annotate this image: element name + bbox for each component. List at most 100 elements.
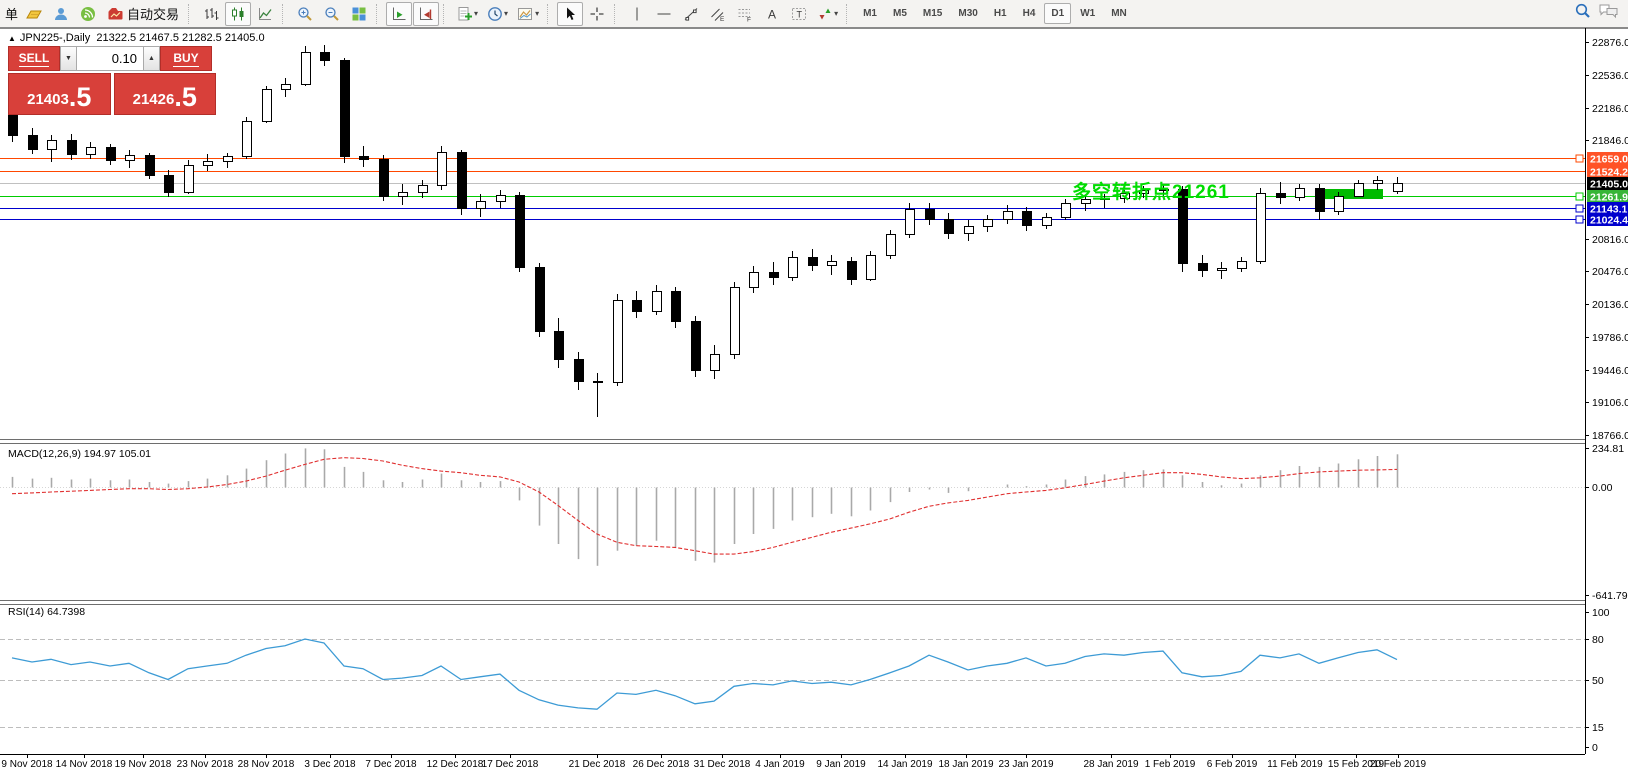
symbol-period-label: JPN225-,Daily — [19, 32, 91, 44]
sell-button[interactable]: SELL — [8, 46, 60, 71]
zoom-out-button[interactable] — [319, 2, 345, 26]
svg-text:100: 100 — [1592, 607, 1610, 619]
zoom-in-icon — [297, 6, 313, 22]
macd-pane-separator[interactable] — [0, 439, 1585, 444]
svg-text:14 Nov 2018: 14 Nov 2018 — [56, 759, 113, 770]
svg-text:-641.79: -641.79 — [1592, 590, 1628, 602]
current-price-line: 21405.0 — [0, 177, 1628, 191]
toolbar-separator — [188, 3, 194, 24]
ohlc-bars-icon — [203, 6, 219, 22]
svg-text:20816.0: 20816.0 — [1592, 234, 1628, 246]
horizontal-level-line[interactable]: 21524.2 — [0, 165, 1628, 179]
signals-button[interactable] — [75, 2, 101, 26]
timeframe-mn-button[interactable]: MN — [1111, 8, 1127, 19]
add-indicator-icon — [457, 6, 473, 22]
autotrading-button[interactable]: 自动交易 — [102, 2, 184, 26]
buy-price-display[interactable]: 21426 .5 — [113, 73, 216, 115]
line-chart-icon — [257, 6, 273, 22]
pivot-annotation-text: 多空转折点21261 — [1072, 182, 1230, 203]
trendline-icon — [683, 6, 699, 22]
timeframe-m1-button[interactable]: M1 — [863, 8, 877, 19]
bar-chart-button[interactable] — [198, 2, 224, 26]
text-label-icon: T — [791, 6, 807, 22]
timeframe-h1-button[interactable]: H1 — [993, 8, 1007, 19]
svg-text:9 Nov 2018: 9 Nov 2018 — [1, 759, 53, 770]
svg-text:28 Nov 2018: 28 Nov 2018 — [238, 759, 295, 770]
svg-text:14 Jan 2019: 14 Jan 2019 — [877, 759, 932, 770]
rsi-pane: 100 80 50 15 0 — [0, 607, 1610, 754]
tile-windows-button[interactable] — [346, 2, 372, 26]
autotrading-label: 自动交易 — [127, 7, 180, 22]
dropdown-caret-icon: ▾ — [504, 9, 509, 18]
svg-text:15 Feb 2019: 15 Feb 2019 — [1328, 759, 1385, 770]
timeframe-h4-button[interactable]: H4 — [1022, 8, 1036, 19]
svg-text:20476.0: 20476.0 — [1592, 266, 1628, 278]
timeframe-toolbar: M1 M5 M15 M30 H1 H4 D1 W1 MN — [856, 3, 1134, 24]
svg-text:17 Dec 2018: 17 Dec 2018 — [482, 759, 539, 770]
toolbar-separator — [547, 3, 553, 24]
vertical-line-tool-button[interactable] — [624, 2, 650, 26]
horizontal-level-line[interactable]: 21659.0 — [0, 152, 1628, 166]
zoom-in-button[interactable] — [292, 2, 318, 26]
ohlc-values-label: 21322.5 21467.5 21282.5 21405.0 — [96, 32, 265, 44]
dropdown-caret-icon: ▾ — [474, 9, 479, 18]
templates-button[interactable]: ▾ — [513, 2, 543, 26]
svg-text:15: 15 — [1592, 722, 1604, 734]
volume-input[interactable]: 0.10 — [77, 46, 143, 71]
new-order-button[interactable] — [21, 2, 47, 26]
svg-text:12 Dec 2018: 12 Dec 2018 — [427, 759, 484, 770]
volume-decrease-button[interactable]: ▼ — [60, 46, 77, 71]
toolbar-separator — [846, 3, 852, 24]
timeframe-d1-button[interactable]: D1 — [1044, 3, 1072, 24]
chart-shift-button[interactable] — [413, 1, 440, 26]
collapse-marker-icon[interactable]: ▲ — [8, 34, 16, 43]
rsi-indicator-label: RSI(14) 64.7398 — [8, 606, 86, 618]
community-button[interactable] — [48, 2, 74, 26]
indicators-button[interactable]: ▾ — [453, 2, 482, 26]
text-label-tool-button[interactable]: T — [786, 2, 812, 26]
sell-price-display[interactable]: 21403 .5 — [8, 73, 111, 115]
date-axis: 9 Nov 2018 14 Nov 2018 19 Nov 2018 23 Nov 2… — [1, 754, 1427, 770]
horizontal-line-tool-button[interactable] — [651, 2, 677, 26]
dropdown-caret-icon: ▾ — [834, 9, 839, 18]
svg-text:23 Jan 2019: 23 Jan 2019 — [998, 759, 1053, 770]
buy-price-main: 21426 — [132, 91, 175, 108]
volume-increase-button[interactable]: ▲ — [143, 46, 160, 71]
clock-icon — [487, 6, 503, 22]
svg-text:19106.0: 19106.0 — [1592, 397, 1628, 409]
periods-button[interactable]: ▾ — [483, 2, 512, 26]
timeframe-m5-button[interactable]: M5 — [893, 8, 907, 19]
cursor-arrow-icon — [562, 6, 578, 22]
candlestick-chart-button[interactable] — [225, 1, 252, 26]
crosshair-button[interactable] — [584, 2, 610, 26]
svg-text:22186.0: 22186.0 — [1592, 103, 1628, 115]
gold-ingot-icon — [25, 6, 43, 22]
toolbar-separator — [282, 3, 288, 24]
auto-scroll-button[interactable] — [386, 1, 413, 26]
cursor-button[interactable] — [557, 1, 584, 26]
svg-text:0.00: 0.00 — [1592, 482, 1613, 494]
timeframe-w1-button[interactable]: W1 — [1080, 8, 1096, 19]
buy-button[interactable]: BUY — [160, 46, 212, 71]
svg-text:A: A — [768, 7, 776, 21]
text-tool-button[interactable]: A — [759, 2, 785, 26]
vertical-line-icon — [629, 6, 645, 22]
svg-text:50: 50 — [1592, 675, 1604, 687]
svg-text:0: 0 — [1592, 742, 1598, 754]
search-icon[interactable] — [1574, 2, 1592, 25]
chart-shift-icon — [418, 6, 434, 22]
fibonacci-tool-button[interactable]: F — [732, 2, 758, 26]
arrows-tool-button[interactable]: ▾ — [813, 2, 842, 26]
horizontal-level-line[interactable]: 21024.4 — [0, 213, 1628, 227]
line-chart-button[interactable] — [252, 2, 278, 26]
main-toolbar: 单 自动交易 ▾ ▾ — [0, 0, 1628, 28]
macd-indicator-label: MACD(12,26,9) 194.97 105.01 — [8, 448, 152, 460]
chat-icon[interactable] — [1598, 2, 1620, 25]
timeframe-m15-button[interactable]: M15 — [922, 8, 943, 19]
rsi-pane-separator[interactable] — [0, 600, 1585, 605]
timeframe-m30-button[interactable]: M30 — [958, 8, 978, 19]
trendline-tool-button[interactable] — [678, 2, 704, 26]
svg-text:7 Dec 2018: 7 Dec 2018 — [365, 759, 417, 770]
equidistant-channel-tool-button[interactable]: E — [705, 2, 731, 26]
green-highlight-rect[interactable] — [1322, 189, 1383, 199]
